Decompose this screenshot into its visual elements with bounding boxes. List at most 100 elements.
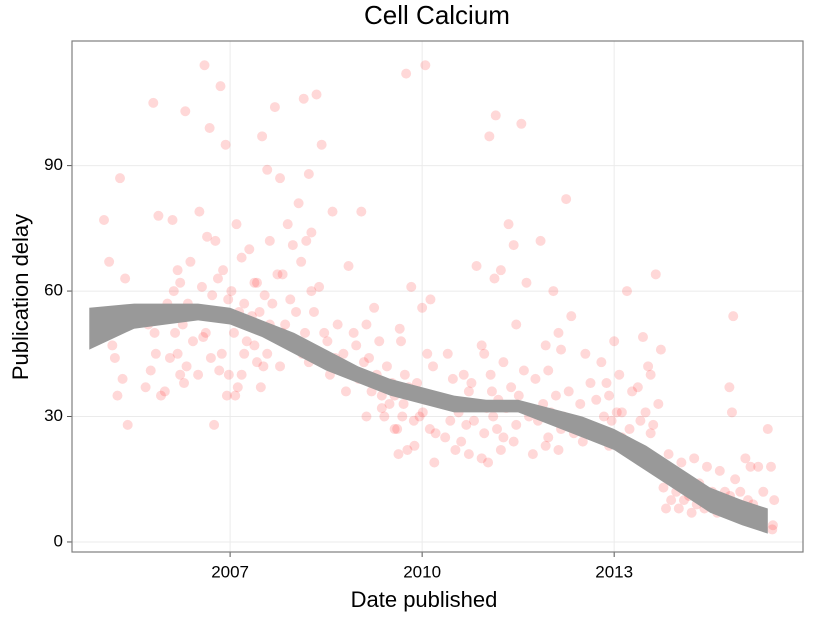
point — [379, 411, 390, 422]
point — [556, 344, 567, 355]
point — [596, 357, 607, 368]
point — [767, 520, 778, 531]
point — [485, 369, 496, 380]
point — [287, 240, 298, 251]
point — [175, 369, 186, 380]
point — [616, 407, 627, 418]
point — [663, 449, 674, 460]
point — [753, 461, 764, 472]
point — [701, 461, 712, 472]
point — [220, 139, 231, 150]
point — [280, 319, 291, 330]
point — [461, 419, 472, 430]
point — [301, 235, 312, 246]
point — [394, 323, 405, 334]
point — [239, 348, 250, 359]
point — [202, 231, 213, 242]
point — [440, 432, 451, 443]
point — [293, 198, 304, 209]
point — [115, 173, 126, 184]
point — [463, 449, 474, 460]
point — [159, 386, 170, 397]
point — [456, 436, 467, 447]
point — [306, 227, 317, 238]
point — [296, 256, 307, 267]
point — [277, 269, 288, 280]
point — [678, 495, 689, 506]
point — [149, 327, 160, 338]
point — [479, 428, 490, 439]
point — [471, 260, 482, 271]
point — [215, 81, 226, 92]
point — [728, 311, 739, 322]
point — [575, 398, 586, 409]
point — [450, 444, 461, 455]
point — [308, 306, 319, 317]
point — [511, 419, 522, 430]
point — [495, 444, 506, 455]
point — [503, 219, 514, 230]
point — [168, 286, 179, 297]
point — [401, 68, 412, 79]
point — [527, 449, 538, 460]
point — [205, 352, 216, 363]
point — [207, 290, 218, 301]
point — [374, 336, 385, 347]
point — [553, 444, 564, 455]
point — [285, 294, 296, 305]
point — [231, 219, 242, 230]
point — [643, 361, 654, 372]
point — [214, 365, 225, 376]
point — [232, 382, 243, 393]
point — [627, 386, 638, 397]
point — [236, 252, 247, 263]
point — [601, 378, 612, 389]
point — [479, 348, 490, 359]
point — [193, 369, 204, 380]
point — [117, 373, 128, 384]
point — [484, 131, 495, 142]
point — [153, 210, 164, 221]
y-tick-label: 30 — [44, 406, 63, 425]
point — [199, 60, 210, 71]
point — [209, 419, 220, 430]
y-tick-label: 60 — [44, 281, 63, 300]
point — [303, 168, 314, 179]
point — [170, 327, 181, 338]
point — [269, 102, 280, 113]
point — [550, 390, 561, 401]
point — [172, 265, 183, 276]
point — [398, 398, 409, 409]
point — [145, 365, 156, 376]
point — [762, 424, 773, 435]
point — [655, 344, 666, 355]
point — [769, 495, 780, 506]
point — [226, 286, 237, 297]
point — [343, 260, 354, 271]
point — [417, 407, 428, 418]
point — [120, 273, 131, 284]
point — [724, 382, 735, 393]
point — [175, 277, 186, 288]
point — [621, 286, 632, 297]
point — [262, 164, 273, 175]
point — [361, 411, 372, 422]
point — [164, 352, 175, 363]
point — [645, 369, 656, 380]
point — [351, 340, 362, 351]
point — [314, 281, 325, 292]
point — [99, 214, 110, 225]
point — [180, 106, 191, 117]
point — [488, 411, 499, 422]
point — [645, 428, 656, 439]
point — [714, 465, 725, 476]
point — [765, 461, 776, 472]
y-tick-label: 0 — [54, 531, 63, 550]
point — [429, 457, 440, 468]
point — [361, 319, 372, 330]
point — [218, 265, 229, 276]
point — [563, 386, 574, 397]
point — [420, 60, 431, 71]
point — [348, 327, 359, 338]
